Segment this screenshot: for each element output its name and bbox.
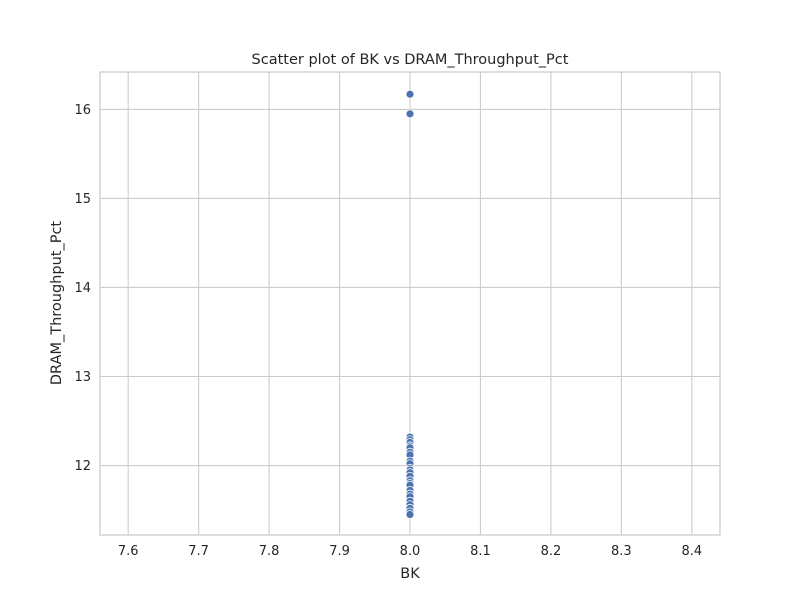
x-tick-label: 8.3: [611, 544, 632, 559]
x-axis-label: BK: [400, 566, 420, 582]
x-tick-label: 7.7: [188, 544, 209, 559]
y-tick-labels: 12 13 14 15 16: [74, 103, 91, 474]
y-tick-label: 12: [74, 459, 91, 474]
chart-title: Scatter plot of BK vs DRAM_Throughput_Pc…: [252, 52, 569, 68]
y-tick-label: 16: [74, 103, 91, 118]
data-point: [405, 510, 415, 519]
x-tick-label: 8.1: [470, 544, 491, 559]
x-tick-labels: 7.6 7.7 7.8 7.9 8.0 8.1 8.2 8.3 8.4: [118, 544, 702, 559]
y-tick-label: 14: [74, 281, 91, 296]
data-point: [405, 109, 415, 119]
x-tick-label: 8.0: [400, 544, 421, 559]
x-tick-label: 8.4: [681, 544, 702, 559]
data-point: [405, 89, 415, 99]
points-layer: [405, 89, 415, 519]
plot-frame: [99, 71, 721, 536]
y-tick-label: 15: [74, 192, 91, 207]
x-tick-label: 8.2: [541, 544, 562, 559]
x-tick-label: 7.6: [118, 544, 139, 559]
y-axis-label: DRAM_Throughput_Pct: [49, 221, 65, 386]
x-tick-label: 7.9: [329, 544, 350, 559]
y-tick-label: 13: [74, 370, 91, 385]
x-tick-label: 7.8: [259, 544, 280, 559]
grid-layer: [100, 72, 720, 535]
